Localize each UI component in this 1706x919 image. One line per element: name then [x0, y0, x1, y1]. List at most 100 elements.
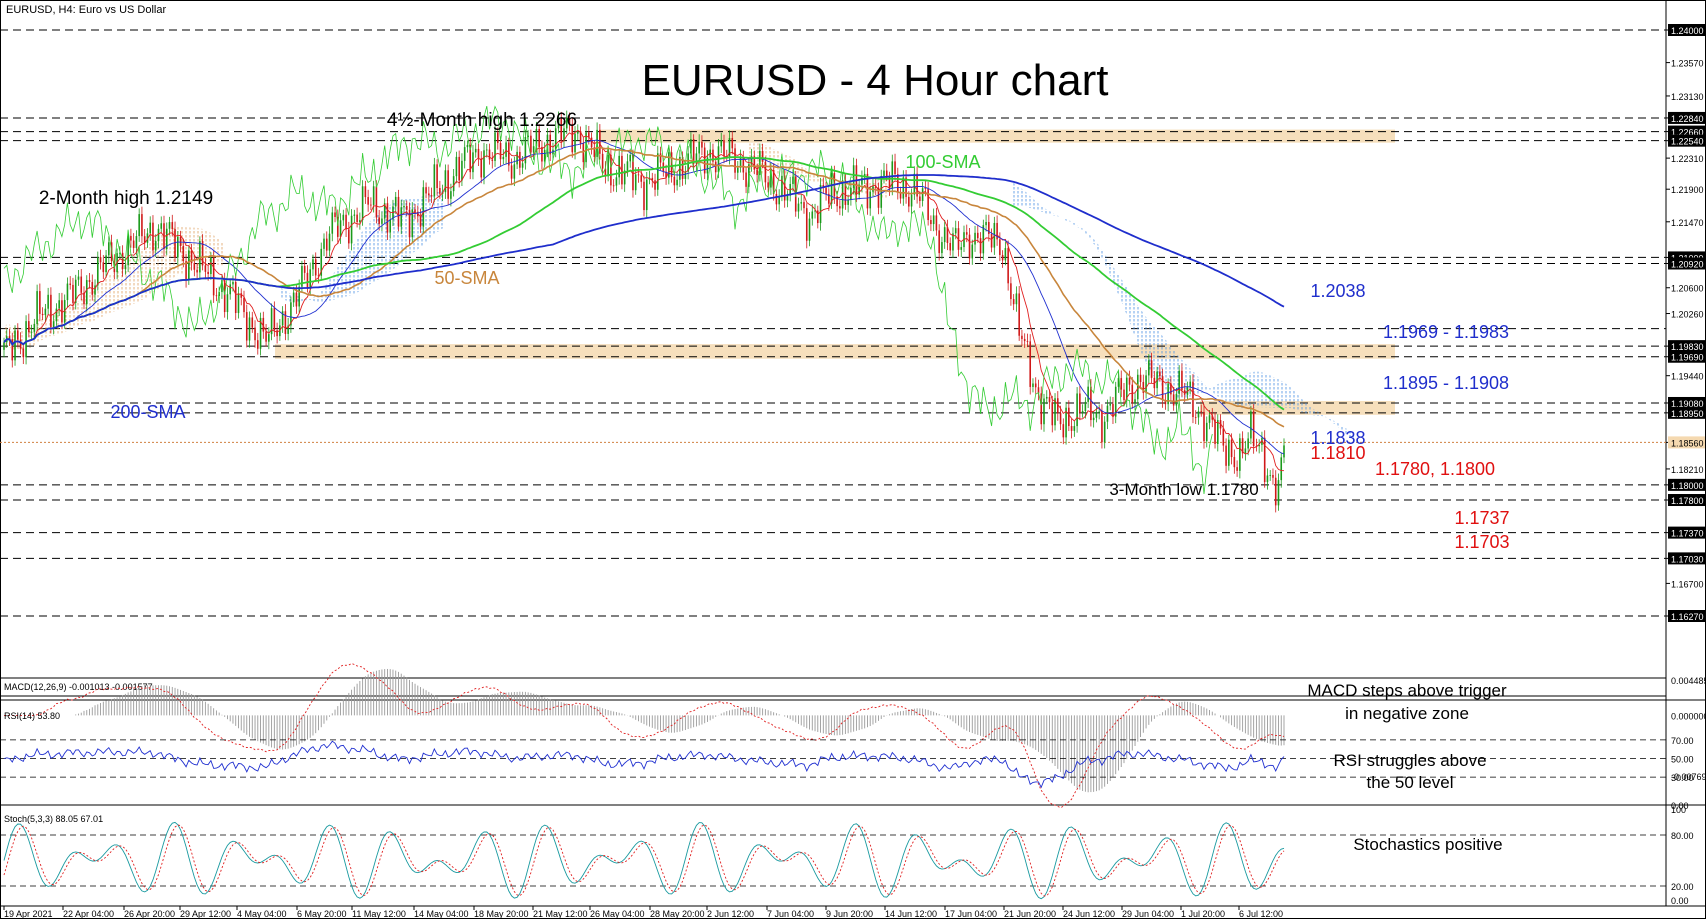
- candle: [245, 304, 248, 348]
- candle: [783, 169, 786, 208]
- candle-body: [1012, 299, 1015, 305]
- x-tick-label: 9 Jun 20:00: [826, 909, 873, 919]
- candle: [149, 216, 152, 241]
- rsi-line: [3, 740, 1285, 789]
- rsi-tick: 30.00: [1671, 773, 1694, 783]
- candle: [1070, 418, 1073, 439]
- candle: [516, 145, 518, 169]
- candle: [298, 279, 300, 313]
- candle-body: [676, 179, 678, 186]
- candle: [571, 117, 574, 158]
- candle-body: [1239, 438, 1241, 471]
- candle: [582, 136, 585, 170]
- candle-body: [165, 228, 168, 250]
- candle: [16, 323, 19, 348]
- candle: [1164, 393, 1167, 410]
- candle-body: [1200, 411, 1203, 413]
- candle: [121, 245, 124, 277]
- candle-body: [477, 148, 480, 159]
- candle-body: [1150, 360, 1153, 378]
- candle-body: [232, 281, 234, 285]
- candle: [786, 190, 789, 208]
- candle-body: [138, 214, 140, 237]
- candle: [226, 287, 229, 320]
- macd-tick: 0.004485: [1671, 676, 1706, 686]
- candle-body: [665, 171, 667, 178]
- candle: [560, 111, 563, 148]
- candle-body: [541, 146, 543, 162]
- candle-body: [11, 339, 14, 361]
- candle: [1148, 354, 1150, 383]
- candle: [287, 318, 289, 341]
- candle-body: [910, 194, 913, 207]
- candle-body: [839, 206, 841, 209]
- candle: [428, 186, 430, 203]
- candle: [1012, 294, 1015, 311]
- candle-body: [916, 173, 918, 197]
- candle: [1056, 391, 1059, 421]
- price-tag-label: 1.18560: [1671, 438, 1704, 448]
- candle-body: [1001, 254, 1004, 261]
- candle: [621, 151, 623, 190]
- candle: [499, 136, 502, 167]
- candle-body: [852, 165, 855, 188]
- candle-body: [861, 177, 863, 185]
- candle-body: [124, 265, 127, 270]
- annotation: 3-Month low 1.1780: [1109, 480, 1258, 499]
- candle: [1186, 381, 1189, 400]
- candle-body: [1007, 248, 1009, 284]
- candle: [1139, 367, 1142, 390]
- candle-body: [1266, 475, 1269, 483]
- candle-body: [1161, 376, 1164, 401]
- candle-body: [61, 300, 63, 323]
- candle: [394, 191, 397, 214]
- x-tick-label: 2 Jun 12:00: [707, 909, 754, 919]
- candle: [469, 138, 472, 180]
- candle-body: [1070, 426, 1073, 431]
- y-tick-label: 1.19690: [1671, 353, 1704, 363]
- candle-body: [447, 170, 449, 199]
- candle: [1092, 411, 1095, 428]
- candle: [1084, 397, 1087, 419]
- candle-body: [74, 279, 77, 303]
- candle-body: [979, 238, 982, 254]
- candle-body: [1225, 445, 1227, 466]
- candle-body: [405, 206, 408, 210]
- candle-body: [1037, 387, 1040, 394]
- candle: [496, 127, 499, 150]
- candle-body: [375, 186, 378, 218]
- candle: [1239, 433, 1241, 479]
- x-tick-label: 4 May 04:00: [237, 909, 287, 919]
- candle: [676, 172, 678, 191]
- candle: [234, 274, 237, 321]
- stoch-tick: 100: [1671, 805, 1686, 815]
- candle-body: [389, 219, 392, 233]
- candle-body: [1236, 467, 1238, 471]
- candle: [350, 209, 353, 251]
- candle: [265, 324, 267, 347]
- candle: [1266, 468, 1269, 490]
- candle-body: [1103, 421, 1106, 443]
- candle: [811, 203, 814, 226]
- candle: [1142, 374, 1145, 400]
- candle-body: [1056, 398, 1059, 414]
- candle-body: [811, 211, 814, 219]
- candle: [1272, 468, 1274, 485]
- candle-body: [927, 188, 929, 221]
- candle: [94, 279, 96, 303]
- candle: [1045, 390, 1048, 405]
- candle-body: [1134, 399, 1136, 403]
- candle: [692, 134, 695, 171]
- candle-body: [607, 154, 609, 177]
- macd-note: in negative zone: [1345, 704, 1469, 723]
- candle-body: [298, 286, 300, 307]
- candle-body: [268, 334, 270, 342]
- candle-body: [290, 302, 292, 326]
- candle-body: [538, 128, 540, 147]
- macd-tick: -0.007691: [1671, 772, 1706, 782]
- candle-body: [610, 154, 612, 186]
- candle: [165, 222, 168, 256]
- candle: [1241, 431, 1244, 459]
- candle-body: [1059, 413, 1062, 425]
